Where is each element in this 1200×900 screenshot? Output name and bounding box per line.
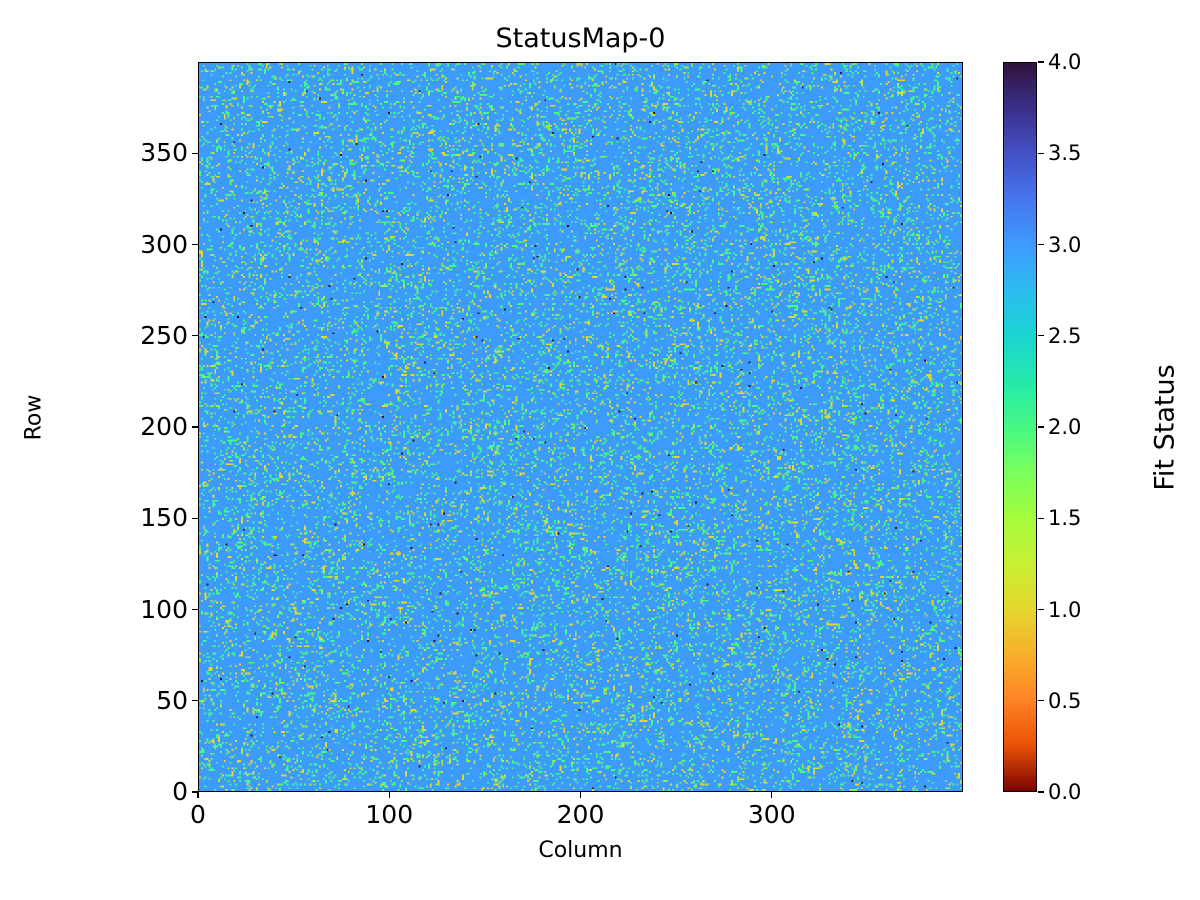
colorbar-tick-label: 1.0 [1048,597,1082,622]
colorbar-tick-label: 2.5 [1048,323,1082,348]
x-tick-label: 200 [556,800,605,829]
colorbar [1003,62,1037,792]
y-tick-label: 100 [140,594,188,624]
heatmap-axes [198,62,963,792]
y-axis-label: Row [21,394,47,441]
y-tick-mark [192,791,198,793]
y-tick-mark [192,243,198,246]
y-tick-mark [192,335,198,337]
colorbar-tick-mark [1038,243,1044,246]
colorbar-tick-mark [1038,61,1044,63]
x-tick-mark [771,792,773,798]
y-tick-mark [192,426,198,428]
y-tick-mark [192,700,198,702]
colorbar-tick-mark [1038,791,1044,793]
colorbar-tick-mark [1038,426,1044,428]
colorbar-tick-label: 0.5 [1048,688,1082,713]
colorbar-tick-mark [1038,517,1044,519]
colorbar-gradient [1004,63,1036,791]
x-axis-label: Column [538,838,623,863]
colorbar-tick-label: 0.0 [1048,780,1082,804]
colorbar-tick-mark [1038,608,1044,611]
y-tick-label: 200 [140,412,188,441]
y-tick-label: 350 [140,138,188,168]
x-tick-label: 300 [747,800,796,829]
colorbar-tick-label: 3.0 [1048,232,1082,257]
x-tick-label: 0 [190,800,206,829]
x-tick-mark [579,792,582,798]
x-tick-mark [197,792,199,798]
page-title: StatusMap-0 [495,23,666,54]
y-tick-mark [192,608,198,611]
colorbar-tick-label: 2.0 [1048,415,1082,439]
status-map-heatmap [199,63,962,791]
y-tick-label: 250 [140,320,188,350]
y-tick-label: 150 [140,503,188,533]
colorbar-tick-label: 3.5 [1048,141,1082,166]
y-tick-mark [192,152,198,154]
colorbar-tick-mark [1038,335,1044,337]
y-tick-label: 0 [172,777,188,806]
y-tick-label: 50 [156,685,188,715]
y-tick-label: 300 [140,229,188,259]
colorbar-tick-mark [1038,700,1044,702]
colorbar-tick-label: 1.5 [1048,506,1082,531]
colorbar-label: Fit Status [1149,364,1181,491]
colorbar-tick-label: 4.0 [1048,50,1082,74]
y-tick-mark [192,517,198,519]
colorbar-tick-mark [1038,152,1044,154]
x-tick-mark [388,792,390,798]
x-tick-label: 100 [365,800,414,829]
